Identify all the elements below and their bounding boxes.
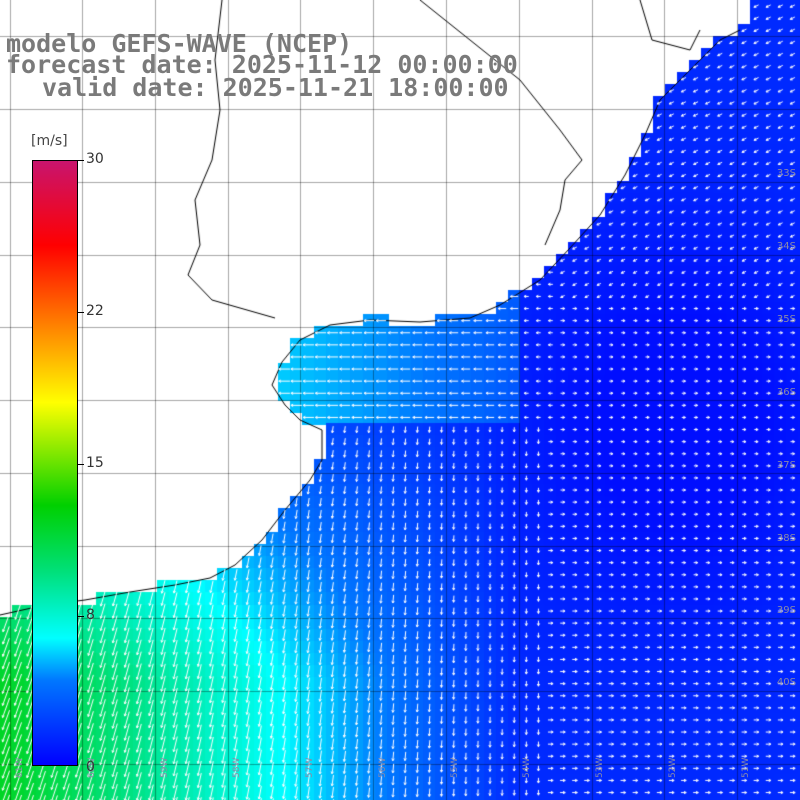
colorbar-tick-mark	[78, 616, 84, 617]
lon-label: 54W	[522, 757, 532, 778]
lat-label: 38S	[776, 533, 796, 544]
colorbar	[32, 160, 78, 766]
lat-label: 36S	[776, 387, 796, 398]
colorbar-tick-mark	[78, 464, 84, 465]
lon-label: 61W	[15, 757, 25, 778]
title-model: modelo GEFS-WAVE (NCEP)	[6, 29, 353, 58]
lon-label: 52W	[668, 757, 678, 778]
title-forecast-date: forecast date: 2025-11-12 00:00:00	[6, 50, 518, 79]
lon-label: 58W	[232, 757, 242, 778]
colorbar-unit: [m/s]	[31, 133, 68, 149]
colorbar-tick-label: 8	[86, 607, 95, 623]
title-valid-date: valid date: 2025-11-21 18:00:00	[42, 73, 509, 102]
colorbar-tick-mark	[78, 160, 84, 161]
lon-label: 51W	[741, 757, 751, 778]
lat-label: 37S	[776, 460, 796, 471]
lat-label: 33S	[776, 168, 796, 179]
colorbar-tick-label: 15	[86, 455, 104, 471]
lon-label: 55W	[450, 757, 460, 778]
lon-label: 59W	[160, 757, 170, 778]
colorbar-tick-label: 22	[86, 303, 104, 319]
colorbar-tick-label: 30	[86, 151, 104, 167]
colorbar-tick-label: 0	[86, 759, 95, 775]
lon-label: 57W	[305, 757, 315, 778]
lat-label: 40S	[776, 677, 796, 688]
lat-label: 34S	[776, 241, 796, 252]
colorbar-tick-mark	[78, 312, 84, 313]
lat-label: 35S	[776, 314, 796, 325]
lat-label: 39S	[776, 605, 796, 616]
lon-label: 53W	[595, 757, 605, 778]
lon-label: 56W	[378, 757, 388, 778]
